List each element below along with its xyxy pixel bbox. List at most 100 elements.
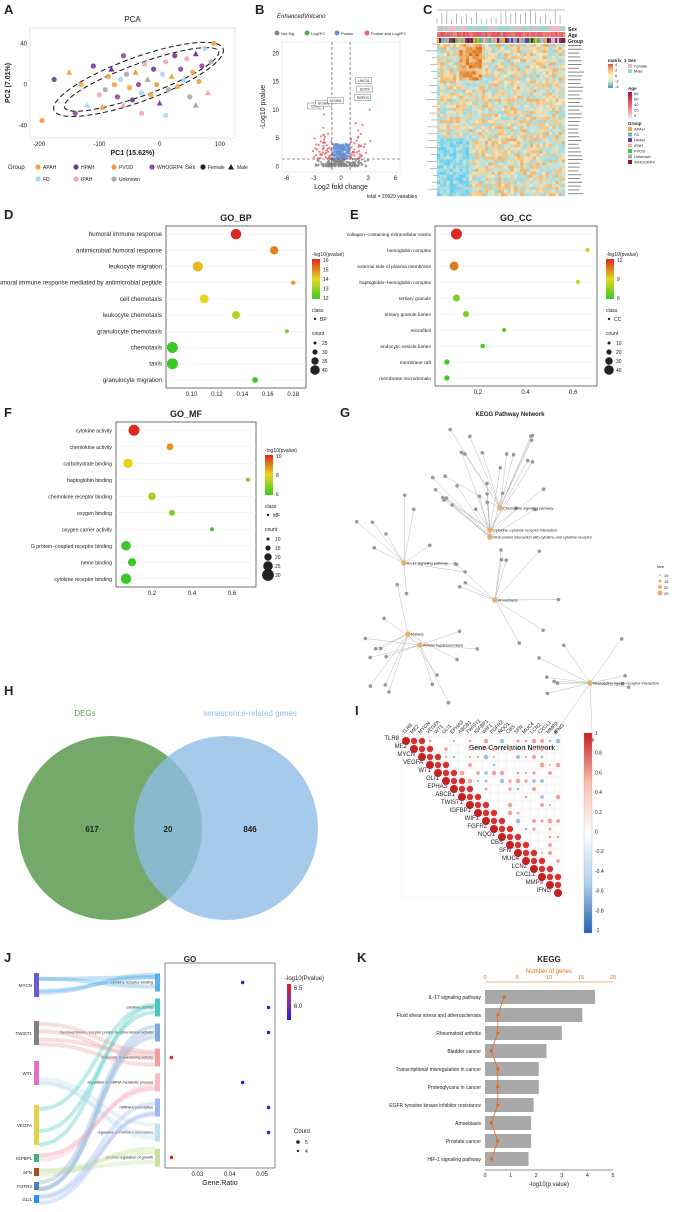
c-cell <box>465 71 470 75</box>
c-cell <box>533 101 537 105</box>
c-age-bar <box>509 32 512 37</box>
i-cell <box>545 856 555 866</box>
f-class-label: MF <box>273 513 280 519</box>
j-xtick: 0.05 <box>256 1172 268 1178</box>
c-cell <box>491 59 495 63</box>
c-cell <box>561 123 566 127</box>
k-gene-point <box>489 1121 493 1125</box>
c-cell <box>449 144 454 148</box>
g-node <box>459 450 464 455</box>
c-cell <box>542 110 546 115</box>
i-dot <box>468 739 472 743</box>
c-cell <box>481 138 486 142</box>
c-cell <box>549 159 553 163</box>
c-cell <box>542 98 546 102</box>
e-dot <box>444 359 450 365</box>
c-cell <box>497 62 502 66</box>
i-cell <box>553 824 563 834</box>
c-cell <box>459 59 463 63</box>
g-edge <box>589 682 629 688</box>
c-cell <box>513 80 518 84</box>
j-gene-label: FGFR2 <box>17 1184 32 1189</box>
c-cell <box>446 74 450 78</box>
h-count: 20 <box>164 825 173 834</box>
i-cell <box>521 808 531 818</box>
i-dot <box>548 739 552 743</box>
c-cell <box>504 189 508 194</box>
c-cell <box>552 50 556 54</box>
c-cell <box>504 183 508 188</box>
j-count-tick: 4 <box>305 1149 308 1155</box>
c-cell <box>539 174 543 178</box>
c-cell <box>545 135 550 139</box>
c-cell <box>545 171 550 175</box>
j-cat-bar <box>155 1073 160 1092</box>
c-cell <box>446 177 450 181</box>
c-cell <box>478 150 482 154</box>
a-legend-swatch <box>73 176 79 182</box>
c-cell <box>459 77 463 81</box>
c-cell <box>539 120 543 124</box>
c-cell <box>545 74 550 78</box>
c-cell <box>462 71 466 75</box>
c-group-bar <box>475 38 478 43</box>
c-cell <box>552 162 556 166</box>
i-cell <box>545 792 555 802</box>
c-cell <box>558 47 562 51</box>
g-edge <box>432 477 491 538</box>
c-cell <box>456 116 460 121</box>
c-cell <box>478 126 482 130</box>
c-cell <box>478 98 482 102</box>
c-cell <box>539 126 543 130</box>
c-age-bar <box>483 32 486 37</box>
c-cell <box>497 44 502 48</box>
i-dot <box>483 754 489 760</box>
c-cell <box>542 132 546 136</box>
i-colorbar-tick: -1 <box>595 928 600 934</box>
c-cell <box>456 189 460 194</box>
c-cell <box>449 101 454 105</box>
c-cell <box>485 156 489 160</box>
c-group-bar <box>471 38 474 43</box>
c-cell <box>542 138 546 142</box>
b-point <box>324 156 327 159</box>
c-cell <box>437 126 441 130</box>
b-point <box>321 151 324 154</box>
c-cell <box>443 189 447 194</box>
c-cell <box>456 101 460 105</box>
c-cell <box>478 180 482 185</box>
c-group-bar <box>537 38 540 43</box>
i-cell <box>553 848 563 858</box>
c-cell <box>443 186 447 191</box>
c-cell <box>507 107 511 112</box>
c-cell <box>504 153 508 157</box>
c-cell <box>453 174 457 178</box>
c-cell <box>561 56 566 60</box>
j-gene-bar <box>34 1021 39 1045</box>
b-point <box>336 162 339 165</box>
i-cell <box>553 840 563 850</box>
c-cell <box>529 77 534 81</box>
a-point <box>199 63 205 69</box>
c-cell <box>510 68 514 72</box>
a-point <box>84 102 91 108</box>
c-cell <box>494 71 498 75</box>
c-cell <box>485 165 489 169</box>
b-point <box>328 162 331 166</box>
c-cell <box>539 86 543 90</box>
c-cell <box>469 168 473 172</box>
k-gene-line <box>490 996 505 1160</box>
i-row-label: GLI1 <box>426 776 440 782</box>
c-age-bar <box>463 32 466 37</box>
c-cell <box>504 44 508 48</box>
c-cell <box>449 192 454 197</box>
c-cell <box>497 104 502 109</box>
c-cell <box>491 129 495 133</box>
c-cell <box>478 68 482 72</box>
b-point <box>324 151 328 154</box>
c-cell <box>561 174 566 178</box>
c-cell <box>561 104 566 109</box>
b-point <box>347 151 350 155</box>
c-cell <box>488 50 492 54</box>
c-cell <box>510 132 514 136</box>
